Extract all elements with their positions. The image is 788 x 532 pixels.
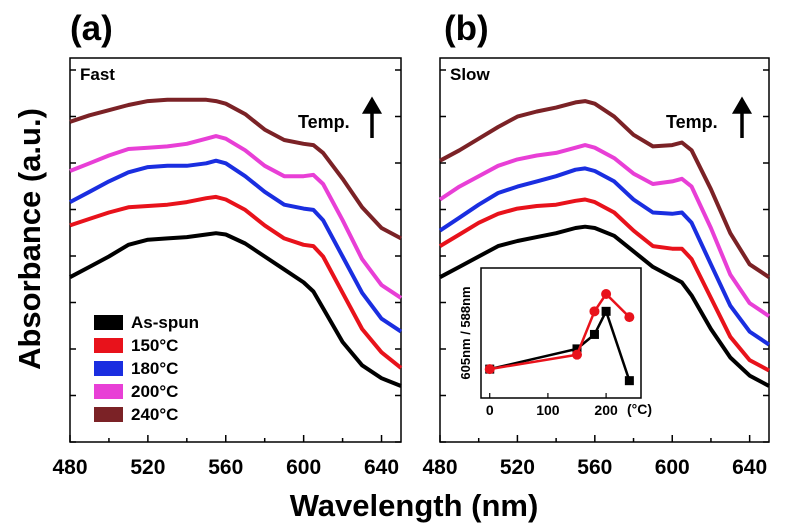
panel-b-temp-arrow-icon — [735, 100, 749, 138]
legend-swatch-240c — [94, 407, 123, 422]
panel-a: (a) Fast Temp. 480 520 560 600 640 As-spun 1… — [52, 9, 401, 479]
panel-a-x-tick-label: 560 — [208, 456, 243, 479]
legend-swatch-180c — [94, 361, 123, 376]
panel-a-x-tick-label: 520 — [130, 456, 165, 479]
inset-point-slow — [485, 364, 495, 374]
inset-plot: 605nm / 588nm (°C) 0 100 200 — [458, 268, 652, 418]
panel-b-x-tick-label: 480 — [422, 456, 457, 479]
inset-x-axis-unit: (°C) — [627, 401, 652, 417]
legend-label-150c: 150°C — [131, 336, 178, 355]
legend-item-as-spun: As-spun — [94, 313, 199, 332]
panel-a-x-tick-labels: 480 520 560 600 640 — [52, 456, 399, 479]
panel-b-condition-label: Slow — [450, 65, 490, 84]
inset-x-tick-label: 0 — [486, 402, 494, 418]
legend-label-180c: 180°C — [131, 359, 178, 378]
inset-frame — [481, 268, 641, 398]
inset-point-fast — [625, 376, 634, 385]
panel-a-condition-label: Fast — [80, 65, 115, 84]
inset-x-tick-label: 200 — [594, 402, 618, 418]
panel-a-temp-arrow-icon — [365, 100, 379, 138]
panel-a-temp-annotation: Temp. — [298, 112, 350, 132]
inset-point-slow — [589, 306, 599, 316]
panel-a-x-tick-label: 600 — [286, 456, 321, 479]
panel-b-x-tick-label: 640 — [732, 456, 767, 479]
legend-label-240c: 240°C — [131, 405, 178, 424]
inset-point-fast — [602, 307, 611, 316]
legend-item-240c: 240°C — [94, 405, 178, 424]
panel-b: (b) Slow Temp. 480 520 560 600 640 605nm / 5… — [422, 9, 769, 479]
legend-label-as-spun: As-spun — [131, 313, 199, 332]
panel-b-temp-annotation: Temp. — [666, 112, 718, 132]
legend-swatch-200c — [94, 384, 123, 399]
legend-swatch-as-spun — [94, 315, 123, 330]
legend: As-spun 150°C 180°C 200°C 240°C — [94, 313, 199, 424]
y-axis-label: Absorbance (a.u.) — [12, 108, 47, 370]
legend-label-200c: 200°C — [131, 382, 178, 401]
legend-item-150c: 150°C — [94, 336, 178, 355]
panel-b-label: (b) — [444, 9, 489, 48]
legend-swatch-150c — [94, 338, 123, 353]
panel-b-x-tick-label: 560 — [577, 456, 612, 479]
inset-x-tick-label: 100 — [536, 402, 560, 418]
legend-item-180c: 180°C — [94, 359, 178, 378]
inset-point-slow — [601, 289, 611, 299]
inset-point-slow — [572, 350, 582, 360]
x-axis-label: Wavelength (nm) — [290, 488, 539, 523]
inset-point-slow — [624, 312, 634, 322]
panel-a-x-tick-label: 480 — [52, 456, 87, 479]
inset-point-fast — [590, 330, 599, 339]
panel-b-x-tick-label: 520 — [500, 456, 535, 479]
panel-a-x-tick-label: 640 — [364, 456, 399, 479]
panel-a-label: (a) — [70, 9, 113, 48]
legend-item-200c: 200°C — [94, 382, 178, 401]
panel-b-x-tick-label: 600 — [655, 456, 690, 479]
inset-y-axis-label: 605nm / 588nm — [458, 286, 473, 379]
panel-b-x-tick-labels: 480 520 560 600 640 — [422, 456, 767, 479]
